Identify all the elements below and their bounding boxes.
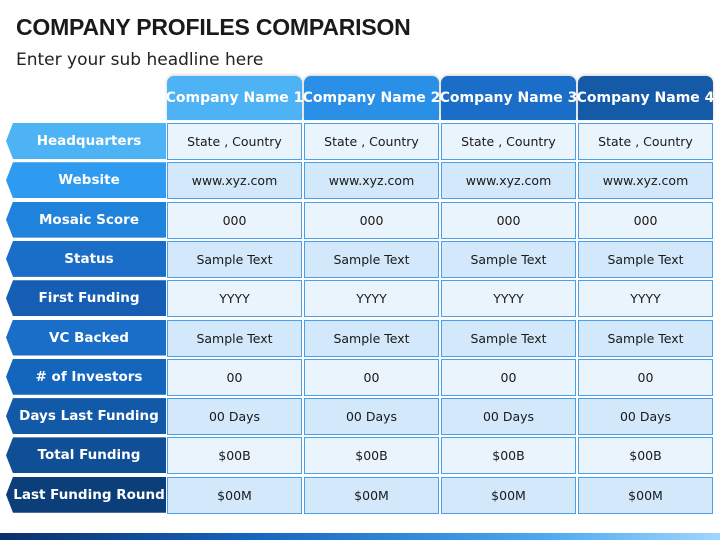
table-cell: 00 [167,358,302,396]
table-cell: YYYY [441,280,576,318]
table-cell: State , Country [167,123,302,160]
table-cell: $00M [578,476,713,514]
column-header-company-4: Company Name 4 [577,76,714,120]
table-cell: 00 [441,358,576,396]
table-cell: YYYY [578,280,713,318]
table-cell: Sample Text [304,240,439,278]
table-cell: 000 [167,201,302,239]
table-cell: 000 [304,201,439,239]
table-cell: 00 Days [167,398,302,436]
table-cell: 00 Days [578,398,713,436]
table-cell: $00M [167,476,302,514]
column-header-company-3: Company Name 3 [440,76,577,120]
row-label-of-investors: # of Investors [6,358,166,395]
table-cell: YYYY [304,280,439,318]
table-cell: $00M [441,476,576,514]
table-cell: 00 [578,358,713,396]
slide-subtitle: Enter your sub headline here [16,50,264,70]
table-cell: Sample Text [578,319,713,357]
row-label-status: Status [6,240,166,277]
table-cell: $00M [304,476,439,514]
row-label-first-funding: First Funding [6,280,166,317]
table-cell: $00B [578,437,713,475]
table-cell: www.xyz.com [441,162,576,200]
row-label-headquarters: Headquarters [6,123,166,159]
table-cell: 000 [441,201,576,239]
comparison-table: State , Country State , Country State , Co… [166,121,720,516]
table-cell: YYYY [167,280,302,318]
table-cell: Sample Text [167,240,302,278]
table-cell: Sample Text [578,240,713,278]
slide-title: COMPANY PROFILES COMPARISON [16,14,411,40]
table-cell: 00 [304,358,439,396]
table-cell: 000 [578,201,713,239]
row-label-vc-backed: VC Backed [6,319,166,356]
table-cell: 00 Days [441,398,576,436]
table-cell: $00B [304,437,439,475]
table-cell: State , Country [578,123,713,160]
table-cell: Sample Text [441,319,576,357]
table-cell: 00 Days [304,398,439,436]
column-header-company-2: Company Name 2 [303,76,440,120]
table-cell: Sample Text [167,319,302,357]
table-cell: $00B [167,437,302,475]
row-label-total-funding: Total Funding [6,437,166,474]
row-label-days-last-funding: Days Last Funding [6,398,166,435]
table-cell: Sample Text [441,240,576,278]
row-label-mosaic-score: Mosaic Score [6,201,166,238]
table-cell: www.xyz.com [167,162,302,200]
column-header-company-1: Company Name 1 [166,76,303,120]
table-cell: Sample Text [304,319,439,357]
row-label-website: Website [6,162,166,199]
table-cell: State , Country [441,123,576,160]
table-cell: State , Country [304,123,439,160]
bottom-accent-bar [0,533,720,540]
table-cell: www.xyz.com [578,162,713,200]
table-cell: www.xyz.com [304,162,439,200]
row-label-last-funding-round: Last Funding Round [6,476,166,513]
table-cell: $00B [441,437,576,475]
